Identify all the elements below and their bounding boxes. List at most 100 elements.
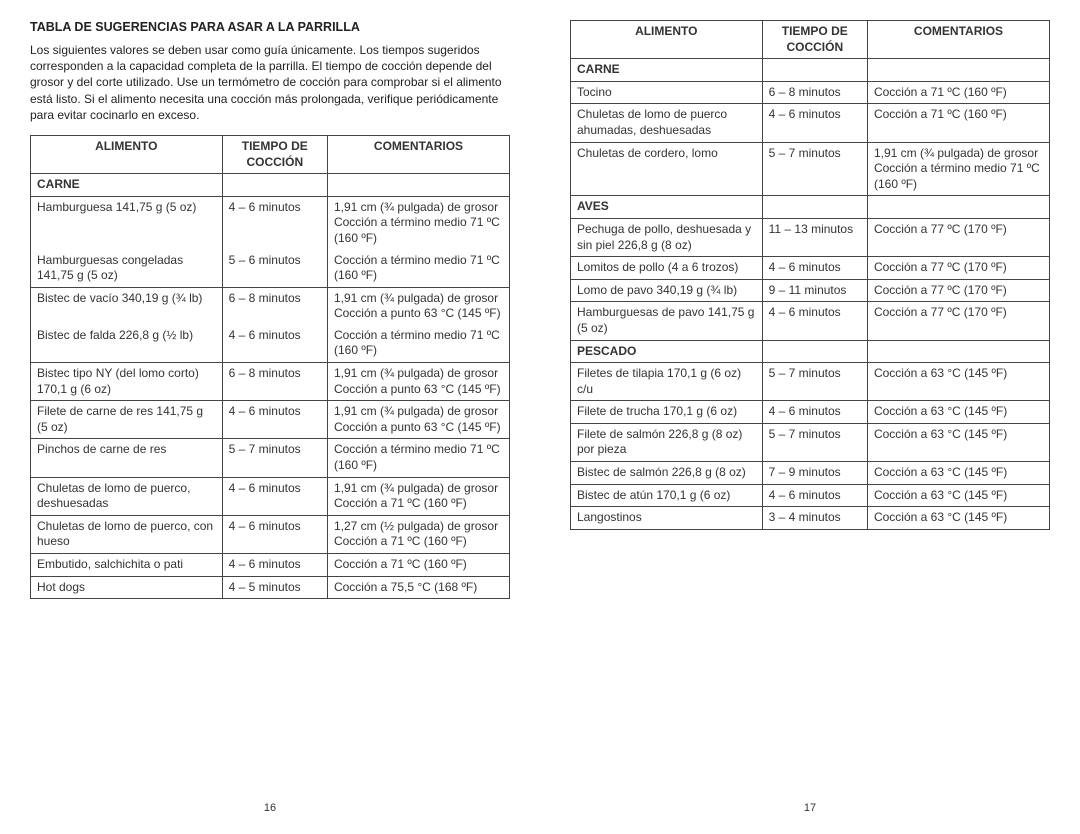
cell-food: Chuletas de lomo de puerco, deshuesadas [31, 477, 223, 515]
header-food: ALIMENTO [31, 135, 223, 173]
cell-food: Filete de trucha 170,1 g (6 oz) [571, 401, 763, 424]
cell-food: Hamburguesas congeladas 141,75 g (5 oz) [31, 250, 223, 288]
cell-time: 5 – 7 minutos [762, 363, 867, 401]
table-row: Hamburguesa 141,75 g (5 oz) 4 – 6 minuto… [31, 196, 510, 249]
cell-time: 4 – 6 minutos [222, 196, 327, 249]
cell-food: Filete de carne de res 141,75 g (5 oz) [31, 401, 223, 439]
table-row: Lomo de pavo 340,19 g (¾ lb) 9 – 11 minu… [571, 279, 1050, 302]
cell-food: Filete de salmón 226,8 g (8 oz) por piez… [571, 423, 763, 461]
cell-time: 4 – 6 minutos [762, 302, 867, 340]
cell-time: 6 – 8 minutos [222, 287, 327, 325]
cell-time: 6 – 8 minutos [762, 81, 867, 104]
page-number-left: 16 [30, 782, 510, 814]
cell-time: 5 – 7 minutos [762, 142, 867, 196]
table-row: Bistec tipo NY (del lomo corto) 170,1 g … [31, 363, 510, 401]
section-label: CARNE [571, 59, 763, 82]
cell-time: 4 – 6 minutos [222, 554, 327, 577]
cell-comments: Cocción a 77 ºC (170 ºF) [867, 257, 1049, 280]
cell-comments: Cocción a 77 ºC (170 ºF) [867, 218, 1049, 256]
cell-food: Embutido, salchichita o pati [31, 554, 223, 577]
cell-time: 4 – 6 minutos [222, 477, 327, 515]
section-carne: CARNE [571, 59, 1050, 82]
cell-time: 5 – 7 minutos [222, 439, 327, 477]
cell-food: Bistec de falda 226,8 g (½ lb) [31, 325, 223, 363]
cell-time: 4 – 6 minutos [222, 515, 327, 553]
section-carne: CARNE [31, 174, 510, 197]
cell-food: Lomitos de pollo (4 a 6 trozos) [571, 257, 763, 280]
cell-comments: Cocción a 75,5 °C (168 ºF) [327, 576, 509, 599]
table-row: Hamburguesas congeladas 141,75 g (5 oz) … [31, 250, 510, 288]
header-comments: COMENTARIOS [327, 135, 509, 173]
table-row: Pechuga de pollo, deshuesada y sin piel … [571, 218, 1050, 256]
cell-food: Pechuga de pollo, deshuesada y sin piel … [571, 218, 763, 256]
cell-food: Lomo de pavo 340,19 g (¾ lb) [571, 279, 763, 302]
cell-food: Hot dogs [31, 576, 223, 599]
table-row: Chuletas de lomo de puerco ahumadas, des… [571, 104, 1050, 142]
table-row: Hot dogs 4 – 5 minutos Cocción a 75,5 °C… [31, 576, 510, 599]
table-header-row: ALIMENTO TIEMPO DE COCCIÓN COMENTARIOS [571, 21, 1050, 59]
cell-time: 3 – 4 minutos [762, 507, 867, 530]
cell-food: Hamburguesas de pavo 141,75 g (5 oz) [571, 302, 763, 340]
cell-comments: Cocción a 71 ºC (160 ºF) [867, 104, 1049, 142]
cell-time: 4 – 6 minutos [762, 104, 867, 142]
table-row: Hamburguesas de pavo 141,75 g (5 oz) 4 –… [571, 302, 1050, 340]
table-row: Tocino 6 – 8 minutos Cocción a 71 ºC (16… [571, 81, 1050, 104]
section-pescado: PESCADO [571, 340, 1050, 363]
cell-comments: Cocción a término medio 71 ºC (160 ºF) [327, 439, 509, 477]
cell-food: Filetes de tilapia 170,1 g (6 oz) c/u [571, 363, 763, 401]
table-row: Chuletas de lomo de puerco, deshuesadas … [31, 477, 510, 515]
table-row: Bistec de vacío 340,19 g (¾ lb) 6 – 8 mi… [31, 287, 510, 325]
cell-time: 7 – 9 minutos [762, 462, 867, 485]
table-row: Filete de trucha 170,1 g (6 oz) 4 – 6 mi… [571, 401, 1050, 424]
cell-food: Bistec de vacío 340,19 g (¾ lb) [31, 287, 223, 325]
cell-comments: 1,91 cm (¾ pulgada) de grosorCocción a 7… [327, 477, 509, 515]
cell-time: 11 – 13 minutos [762, 218, 867, 256]
table-row: Filetes de tilapia 170,1 g (6 oz) c/u 5 … [571, 363, 1050, 401]
cell-comments: 1,27 cm (½ pulgada) de grosorCocción a 7… [327, 515, 509, 553]
cell-comments: Cocción a 63 °C (145 ºF) [867, 462, 1049, 485]
cell-time: 4 – 6 minutos [762, 257, 867, 280]
cell-time: 6 – 8 minutos [222, 363, 327, 401]
cell-food: Tocino [571, 81, 763, 104]
cell-food: Hamburguesa 141,75 g (5 oz) [31, 196, 223, 249]
cell-time: 5 – 7 minutos [762, 423, 867, 461]
section-label: CARNE [31, 174, 223, 197]
cell-comments: Cocción a término medio 71 ºC (160 ºF) [327, 250, 509, 288]
cell-comments: 1,91 cm (¾ pulgada) de grosorCocción a p… [327, 401, 509, 439]
cell-time: 4 – 6 minutos [762, 401, 867, 424]
cell-comments: 1,91 cm (¾ pulgada) de grosorCocción a p… [327, 363, 509, 401]
section-aves: AVES [571, 196, 1050, 219]
cell-comments: 1,91 cm (¾ pulgada) de grosorCocción a t… [327, 196, 509, 249]
cell-comments: Cocción a 63 °C (145 ºF) [867, 363, 1049, 401]
table-row: Filete de carne de res 141,75 g (5 oz) 4… [31, 401, 510, 439]
header-time: TIEMPO DE COCCIÓN [762, 21, 867, 59]
cell-time: 9 – 11 minutos [762, 279, 867, 302]
table-row: Chuletas de lomo de puerco, con hueso 4 … [31, 515, 510, 553]
header-food: ALIMENTO [571, 21, 763, 59]
cell-food: Chuletas de lomo de puerco ahumadas, des… [571, 104, 763, 142]
cell-time: 4 – 6 minutos [222, 401, 327, 439]
header-time: TIEMPO DE COCCIÓN [222, 135, 327, 173]
table-row: Bistec de atún 170,1 g (6 oz) 4 – 6 minu… [571, 484, 1050, 507]
cell-food: Bistec de salmón 226,8 g (8 oz) [571, 462, 763, 485]
page-number-right: 17 [570, 782, 1050, 814]
cell-comments: Cocción a 71 ºC (160 ºF) [327, 554, 509, 577]
cell-food: Langostinos [571, 507, 763, 530]
cell-comments: 1,91 cm (¾ pulgada) de grosorCocción a t… [867, 142, 1049, 196]
cell-time: 4 – 5 minutos [222, 576, 327, 599]
table-row: Filete de salmón 226,8 g (8 oz) por piez… [571, 423, 1050, 461]
page-left: TABLA DE SUGERENCIAS PARA ASAR A LA PARR… [30, 20, 510, 814]
cell-comments: Cocción a término medio 71 ºC (160 ºF) [327, 325, 509, 363]
cell-comments: Cocción a 63 °C (145 ºF) [867, 423, 1049, 461]
page-title: TABLA DE SUGERENCIAS PARA ASAR A LA PARR… [30, 20, 510, 34]
cell-comments: Cocción a 77 ºC (170 ºF) [867, 279, 1049, 302]
grill-table-left: ALIMENTO TIEMPO DE COCCIÓN COMENTARIOS C… [30, 135, 510, 599]
section-label: AVES [571, 196, 763, 219]
cell-food: Bistec de atún 170,1 g (6 oz) [571, 484, 763, 507]
cell-comments: Cocción a 71 ºC (160 ºF) [867, 81, 1049, 104]
cell-comments: Cocción a 63 °C (145 ºF) [867, 507, 1049, 530]
grill-table-right: ALIMENTO TIEMPO DE COCCIÓN COMENTARIOS C… [570, 20, 1050, 530]
cell-comments: Cocción a 77 ºC (170 ºF) [867, 302, 1049, 340]
cell-food: Chuletas de lomo de puerco, con hueso [31, 515, 223, 553]
page-right: ALIMENTO TIEMPO DE COCCIÓN COMENTARIOS C… [570, 20, 1050, 814]
